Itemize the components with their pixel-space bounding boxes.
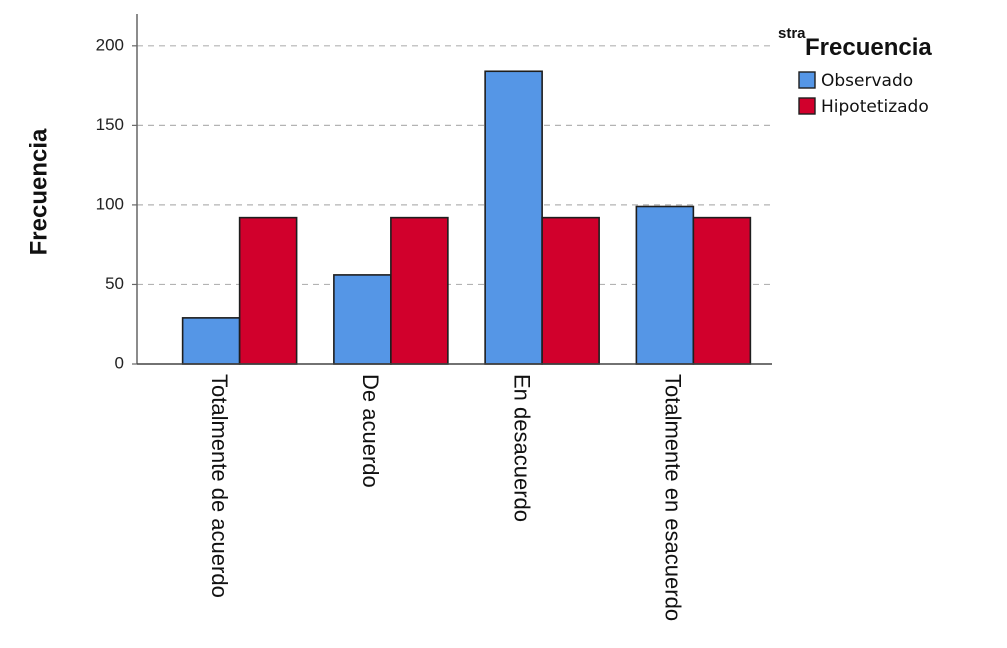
y-tick-label: 150 <box>96 115 124 134</box>
bar-hipotetizado <box>390 216 449 365</box>
y-tick-label: 100 <box>96 194 124 213</box>
bar-observado <box>181 317 241 365</box>
bar-observado <box>484 70 543 365</box>
bar-hipotetizado <box>238 216 298 365</box>
legend-title: Frecuencia <box>805 34 932 61</box>
y-tick-labels: 0 50 100 150 200 <box>96 35 137 372</box>
category-labels: Totalmente de acuerdo De acuerdo En desacu… <box>207 374 686 621</box>
legend-title-fragment: stra <box>778 25 806 42</box>
bar-observado <box>635 205 695 365</box>
category-label: De acuerdo <box>358 374 383 488</box>
legend-label-observado: Observado <box>821 71 913 91</box>
bars <box>181 70 752 365</box>
legend-swatch-hipotetizado <box>798 97 816 115</box>
y-tick-label: 50 <box>105 274 124 293</box>
y-tick-label: 0 <box>115 353 124 372</box>
bar-hipotetizado <box>692 216 752 365</box>
y-tick-label: 200 <box>96 35 124 54</box>
category-label: Totalmente de acuerdo <box>207 374 232 598</box>
legend-swatch-observado <box>798 71 816 89</box>
bar-hipotetizado <box>541 216 600 365</box>
legend: stra Frecuencia Observado Hipotetizado <box>778 25 932 117</box>
y-axis-title: Frecuencia <box>25 128 52 255</box>
category-label: Totalmente en esacuerdo <box>661 374 686 621</box>
category-label: En desacuerdo <box>509 374 534 522</box>
legend-label-hipotetizado: Hipotetizado <box>821 97 929 117</box>
bar-observado <box>333 274 392 365</box>
